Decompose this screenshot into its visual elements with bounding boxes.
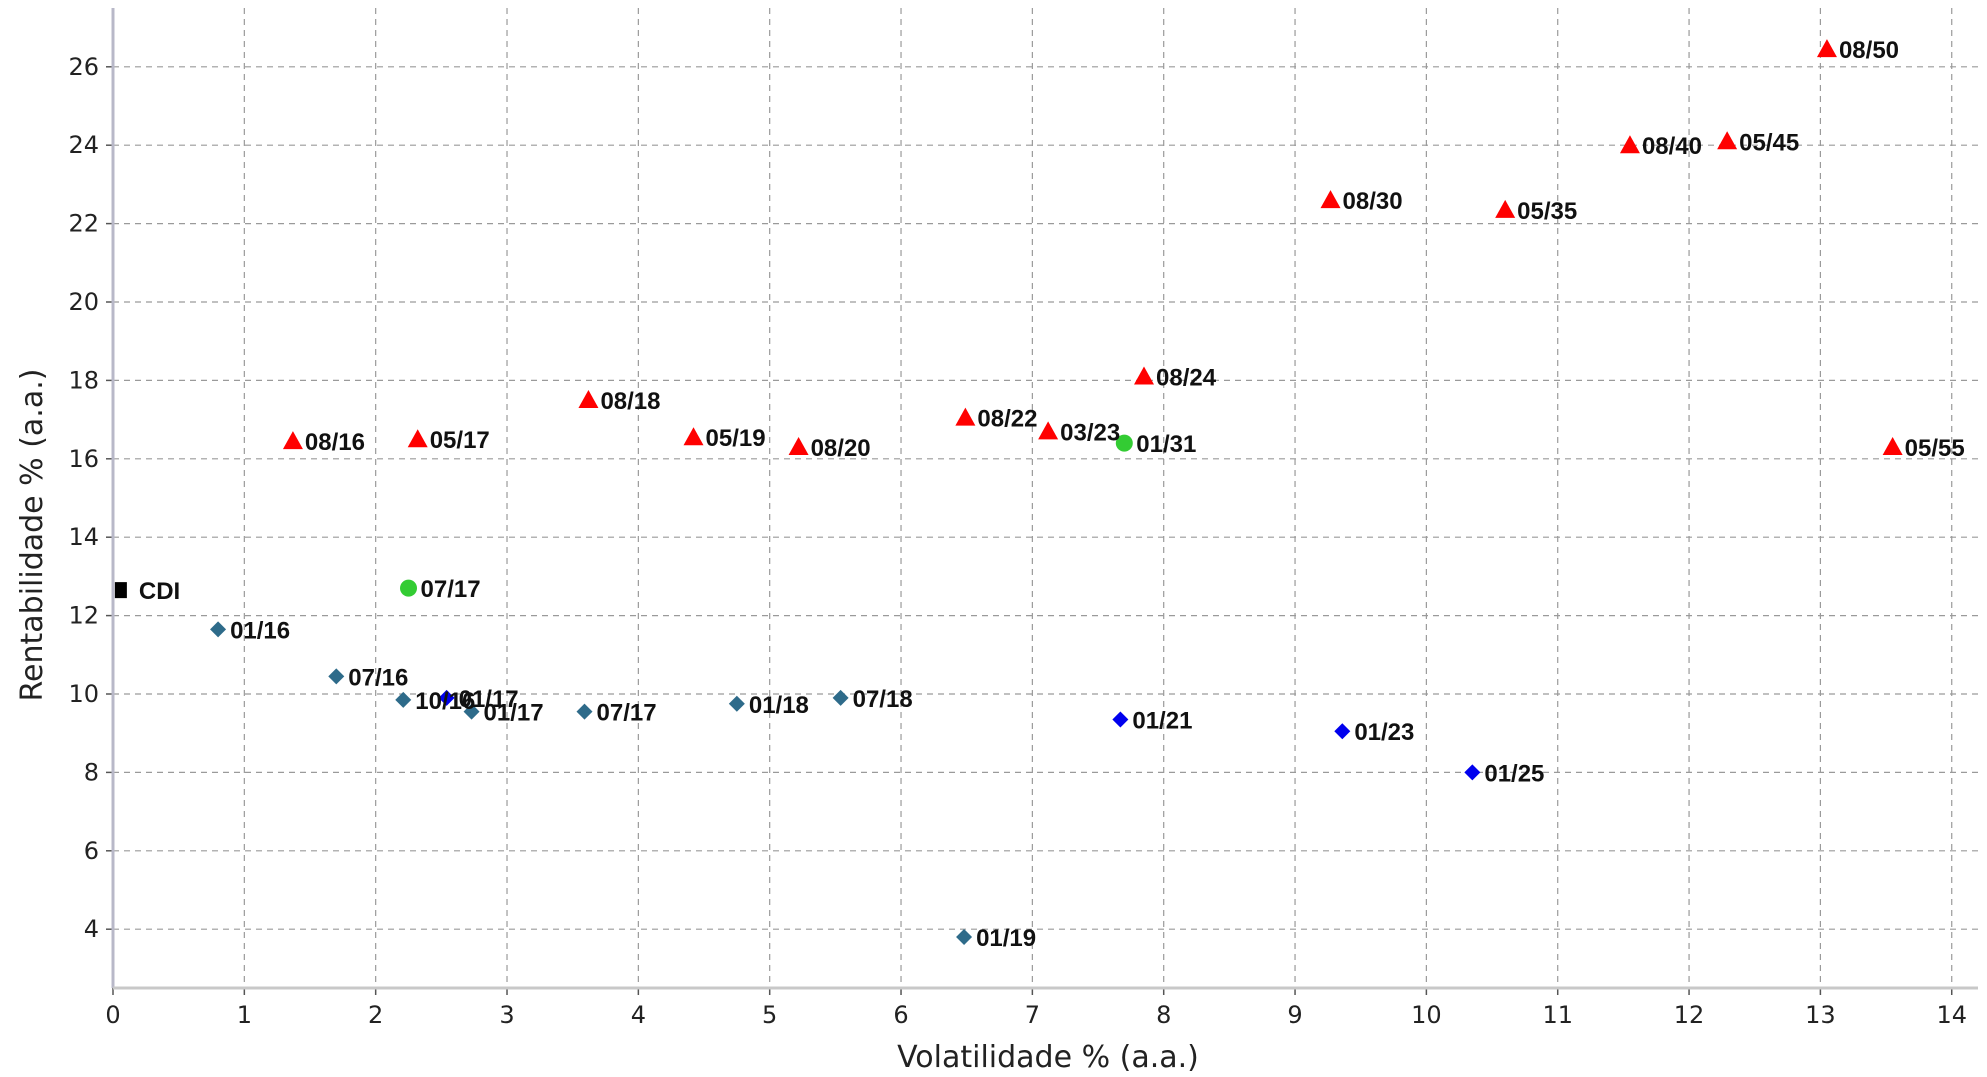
point-label: 01/16 [230,617,290,644]
point-label: 01/17 [459,686,519,713]
y-tick-label: 10 [68,680,99,708]
x-tick-label: 11 [1542,1001,1573,1029]
triangle-point [578,390,599,408]
diamond-point [1112,711,1129,728]
diamond-point [210,621,227,638]
triangle-point [1882,437,1903,456]
point-label: 01/18 [749,692,809,719]
triangle-point [1038,421,1059,440]
x-tick-label: 1 [237,1001,252,1029]
x-tick-label: 4 [631,1001,646,1029]
point-label: 01/21 [1132,707,1192,734]
tick-labels: 0 1 2 3 4 5 6 7 8 9 10 11 12 13 1446810121416182022242… [68,53,1967,1029]
y-axis-title: Rentabilidade % (a.a.) [15,369,50,702]
x-tick-label: 14 [1936,1001,1967,1029]
triangle-point [788,437,809,456]
point-label: 10/16 [415,688,475,715]
x-tick-label: 6 [893,1001,908,1029]
triangle-point [1816,39,1837,58]
y-tick-label: 22 [68,210,99,238]
diamond-point [728,695,745,712]
y-tick-label: 16 [68,445,99,473]
point-label: 08/18 [600,388,660,415]
axis-layer [106,8,1978,995]
point-label: 08/20 [811,435,871,462]
point-label: 05/35 [1517,198,1577,225]
point-label: 05/55 [1905,435,1965,462]
data-labels: 08/16 05/17 08/18 05/19 08/20 08/22 03/23 08/24… [139,37,1965,952]
diamond-point [832,689,849,706]
point-label: 07/16 [348,664,408,691]
x-tick-label: 10 [1411,1001,1442,1029]
diamond-point [395,691,412,708]
y-tick-label: 26 [68,53,99,81]
x-tick-label: 12 [1674,1001,1705,1029]
diamond-point [1464,764,1481,781]
square-point [114,582,127,599]
point-label: 07/17 [597,700,657,727]
triangle-point [407,429,428,448]
diamond-point [328,668,345,685]
y-tick-label: 8 [84,758,99,786]
x-tick-label: 5 [762,1001,777,1029]
point-label: 03/23 [1060,419,1120,446]
y-tick-label: 14 [68,523,99,551]
point-label: 01/25 [1484,760,1544,787]
y-tick-label: 24 [68,131,99,159]
diamond-point [463,703,480,720]
data-marks [114,39,1903,946]
point-label: 05/19 [706,425,766,452]
point-label: 01/19 [976,925,1036,952]
point-label: CDI [139,578,180,605]
point-label: 08/24 [1156,364,1217,391]
x-tick-label: 3 [499,1001,514,1029]
diamond-point [438,689,455,706]
point-label: 07/18 [853,686,913,713]
point-label: 01/31 [1136,431,1196,458]
triangle-point [1717,131,1738,150]
x-tick-label: 7 [1025,1001,1040,1029]
circle-point [400,579,418,597]
point-label: 05/45 [1739,129,1799,156]
point-label: 08/30 [1343,188,1403,215]
point-label: 07/17 [421,576,481,603]
y-tick-label: 6 [84,837,99,865]
point-label: 05/17 [430,427,490,454]
grid-layer [113,8,1978,988]
triangle-point [1134,366,1155,385]
diamond-point [1334,723,1351,740]
triangle-point [955,407,976,426]
diamond-point [576,703,593,720]
point-label: 08/16 [305,429,365,456]
point-label: 08/40 [1642,133,1702,160]
y-tick-label: 20 [68,288,99,316]
x-axis-title: Volatilidade % (a.a.) [897,1040,1199,1075]
x-tick-label: 2 [368,1001,383,1029]
y-tick-label: 12 [68,602,99,630]
triangle-point [282,431,303,450]
triangle-point [1619,135,1640,154]
triangle-point [1320,190,1341,209]
circle-point [1115,434,1133,452]
diamond-point [956,929,973,946]
y-tick-label: 18 [68,366,99,394]
triangle-point [1495,199,1516,218]
x-tick-label: 0 [105,1001,120,1029]
point-label: 08/22 [977,406,1037,433]
point-label: 01/23 [1354,719,1414,746]
x-tick-label: 9 [1287,1001,1302,1029]
y-tick-label: 4 [84,915,99,943]
point-label: 01/17 [484,700,544,727]
point-label: 08/50 [1839,37,1899,64]
x-tick-label: 8 [1156,1001,1171,1029]
x-tick-label: 13 [1805,1001,1836,1029]
triangle-point [683,427,704,446]
